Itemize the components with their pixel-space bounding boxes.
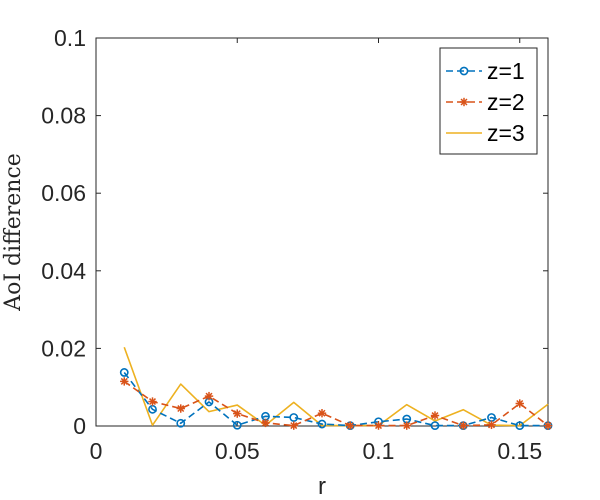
series-line-z=2	[123, 380, 549, 427]
data-point-z=2	[346, 421, 355, 430]
data-point-z=2	[317, 408, 327, 418]
data-point-z=2	[289, 421, 298, 430]
legend-box	[439, 47, 538, 155]
data-point-z=2	[233, 409, 242, 418]
y-tick-label: 0	[73, 413, 86, 439]
x-tick-label: 0.15	[497, 438, 542, 464]
data-point-z=2	[120, 377, 129, 386]
legend-entry-z=1: z=1	[446, 58, 525, 84]
series-line-z=3	[123, 346, 549, 427]
legend-label: z=2	[487, 89, 525, 115]
data-point-z=2	[261, 418, 270, 428]
data-point-z=1	[430, 421, 440, 431]
legend-label: z=3	[487, 120, 525, 146]
data-point-z=2	[148, 397, 157, 406]
x-axis-label: r	[318, 473, 326, 500]
data-point-z=1	[317, 419, 327, 429]
data-point-z=2	[430, 411, 440, 420]
x-tick-label: 0.1	[363, 438, 395, 464]
y-tick-label: 0.04	[41, 258, 86, 284]
legend-entry-z=3: z=3	[446, 120, 525, 146]
data-point-z=2	[459, 421, 468, 430]
data-point-z=1	[176, 418, 186, 428]
data-point-z=2	[204, 391, 214, 401]
data-point-z=2	[515, 399, 524, 408]
legend-label: z=1	[487, 58, 525, 84]
data-point-z=1	[119, 368, 129, 377]
data-point-z=2	[543, 421, 553, 430]
data-point-z=1	[289, 413, 299, 422]
data-point-z=2	[487, 420, 496, 430]
data-point-z=1	[232, 420, 242, 430]
legend-marker-z=1	[459, 66, 469, 76]
data-point-z=1	[515, 421, 525, 431]
y-tick-label: 0.1	[54, 25, 86, 51]
data-point-z=2	[176, 404, 185, 413]
x-tick-label: 0	[90, 438, 103, 464]
data-point-z=2	[402, 421, 411, 430]
y-axis-label: AoI difference	[1, 153, 26, 312]
legend-entry-z=2: z=2	[446, 89, 525, 115]
data-point-z=2	[374, 421, 383, 430]
y-tick-label: 0.06	[41, 180, 86, 206]
y-tick-label: 0.08	[41, 103, 86, 129]
y-tick-label: 0.02	[41, 335, 86, 361]
x-tick-label: 0.05	[215, 438, 260, 464]
legend-marker-z=2	[459, 97, 469, 107]
